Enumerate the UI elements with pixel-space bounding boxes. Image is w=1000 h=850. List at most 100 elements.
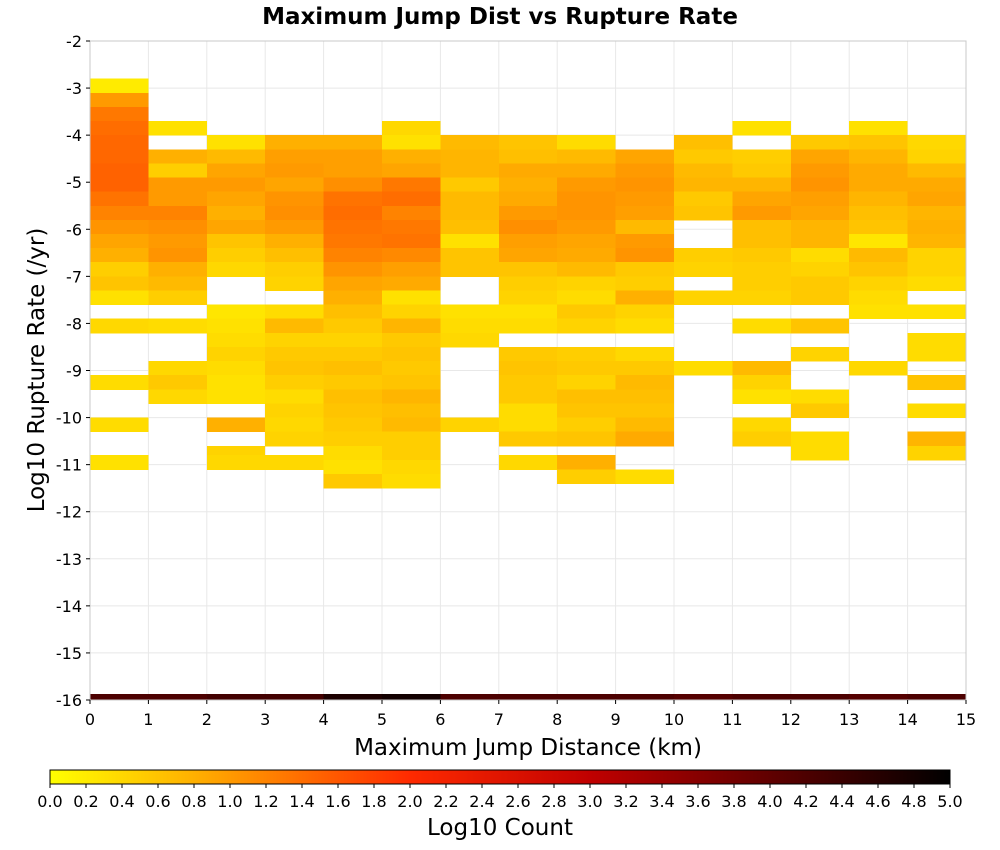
heatmap-cell (148, 361, 207, 376)
heatmap-cell (382, 191, 441, 207)
heatmap-cell (498, 375, 558, 390)
heatmap-cell (615, 205, 674, 221)
heatmap-cell (732, 389, 791, 404)
heatmap-cell (674, 177, 733, 193)
x-tick-label: 8 (552, 710, 562, 729)
heatmap-cell (498, 361, 558, 376)
heatmap-cell (148, 318, 207, 334)
heatmap-cell (265, 191, 324, 207)
heatmap-cell (265, 276, 324, 291)
x-tick-label: 10 (664, 710, 684, 729)
heatmap-cell (90, 191, 149, 207)
heatmap-cell (790, 318, 850, 334)
heatmap-cell (323, 233, 382, 249)
heatmap-cell (440, 262, 499, 277)
x-axis-ticks: 0 1 2 3 4 5 6 7 8 9 10 11 12 13 14 15 (85, 700, 976, 729)
y-tick-label: -8 (66, 314, 82, 333)
heatmap-cell (90, 163, 149, 179)
heatmap-cell (732, 694, 791, 700)
heatmap-cell (206, 455, 266, 470)
heatmap-cell (265, 389, 324, 404)
heatmap-cell (498, 389, 558, 404)
heatmap-cell (790, 205, 850, 221)
heatmap-cell (557, 361, 616, 376)
heatmap-cell (790, 177, 850, 193)
heatmap-cell (440, 163, 499, 179)
heatmap-cell (732, 205, 791, 221)
heatmap-cell (615, 389, 674, 404)
heatmap-cell (849, 361, 908, 376)
heatmap-cell (323, 248, 382, 263)
heatmap-cell (674, 290, 733, 306)
heatmap-cell (498, 318, 558, 334)
heatmap-cell (148, 694, 207, 700)
heatmap-cell (323, 304, 382, 320)
colorbar-tick-label: 4.4 (829, 792, 854, 811)
x-tick-label: 5 (377, 710, 387, 729)
heatmap-cell (265, 248, 324, 263)
heatmap-cell (90, 417, 149, 433)
heatmap-cell (382, 248, 441, 263)
y-tick-label: -10 (56, 409, 82, 428)
heatmap-cell (206, 262, 266, 277)
heatmap-cell (265, 205, 324, 221)
heatmap-cell (440, 304, 499, 320)
heatmap-cell (206, 332, 266, 348)
heatmap-cell (265, 455, 324, 470)
y-tick-label: -11 (56, 456, 82, 475)
colorbar-tick-label: 4.6 (865, 792, 890, 811)
heatmap-cell (557, 694, 616, 700)
heatmap-cell (790, 233, 850, 249)
y-tick-label: -3 (66, 79, 82, 98)
heatmap-cell (790, 262, 850, 277)
x-tick-label: 12 (781, 710, 801, 729)
heatmap-cell (148, 163, 207, 179)
colorbar-tick-label: 2.6 (505, 792, 530, 811)
heatmap-cell (498, 455, 558, 470)
heatmap-cell (90, 290, 149, 306)
heatmap-cell (498, 290, 558, 306)
heatmap-cell (557, 163, 616, 179)
colorbar-tick-label: 0.0 (37, 792, 62, 811)
heatmap-cell (90, 92, 149, 108)
heatmap-cell (557, 417, 616, 433)
heatmap-cell (323, 445, 382, 461)
x-tick-label: 0 (85, 710, 95, 729)
heatmap-cell (498, 403, 558, 419)
colorbar-tick-label: 4.2 (793, 792, 818, 811)
heatmap-cell (615, 403, 674, 419)
heatmap-cell (382, 205, 441, 221)
heatmap-cell (557, 455, 616, 470)
colorbar-tick-label: 3.8 (721, 792, 746, 811)
heatmap-cell (148, 233, 207, 249)
heatmap-cell (849, 163, 908, 179)
heatmap-cell (90, 149, 149, 164)
heatmap-cell (265, 177, 324, 193)
heatmap-cell (615, 361, 674, 376)
heatmap-cell (265, 219, 324, 235)
heatmap-cell (674, 361, 733, 376)
heatmap-cell (206, 346, 266, 362)
heatmap-cell (382, 361, 441, 376)
heatmap-cell (382, 262, 441, 277)
heatmap-cell (148, 276, 207, 291)
heatmap-cell (907, 233, 966, 249)
heatmap-cell (615, 276, 674, 291)
heatmap-cell (90, 121, 149, 136)
colorbar-tick-label: 2.8 (541, 792, 566, 811)
heatmap-cell (265, 163, 324, 179)
heatmap-cell (440, 177, 499, 193)
heatmap-cell (849, 262, 908, 277)
heatmap-cell (674, 135, 733, 150)
heatmap-cell (615, 191, 674, 207)
heatmap-cell (732, 361, 791, 376)
x-tick-label: 15 (956, 710, 976, 729)
heatmap-cell (498, 346, 558, 362)
heatmap-cell (498, 163, 558, 179)
heatmap-cell (557, 469, 616, 484)
colorbar (49, 769, 951, 785)
heatmap-cell (907, 205, 966, 221)
heatmap-cell (907, 332, 966, 348)
heatmap-cell (615, 417, 674, 433)
